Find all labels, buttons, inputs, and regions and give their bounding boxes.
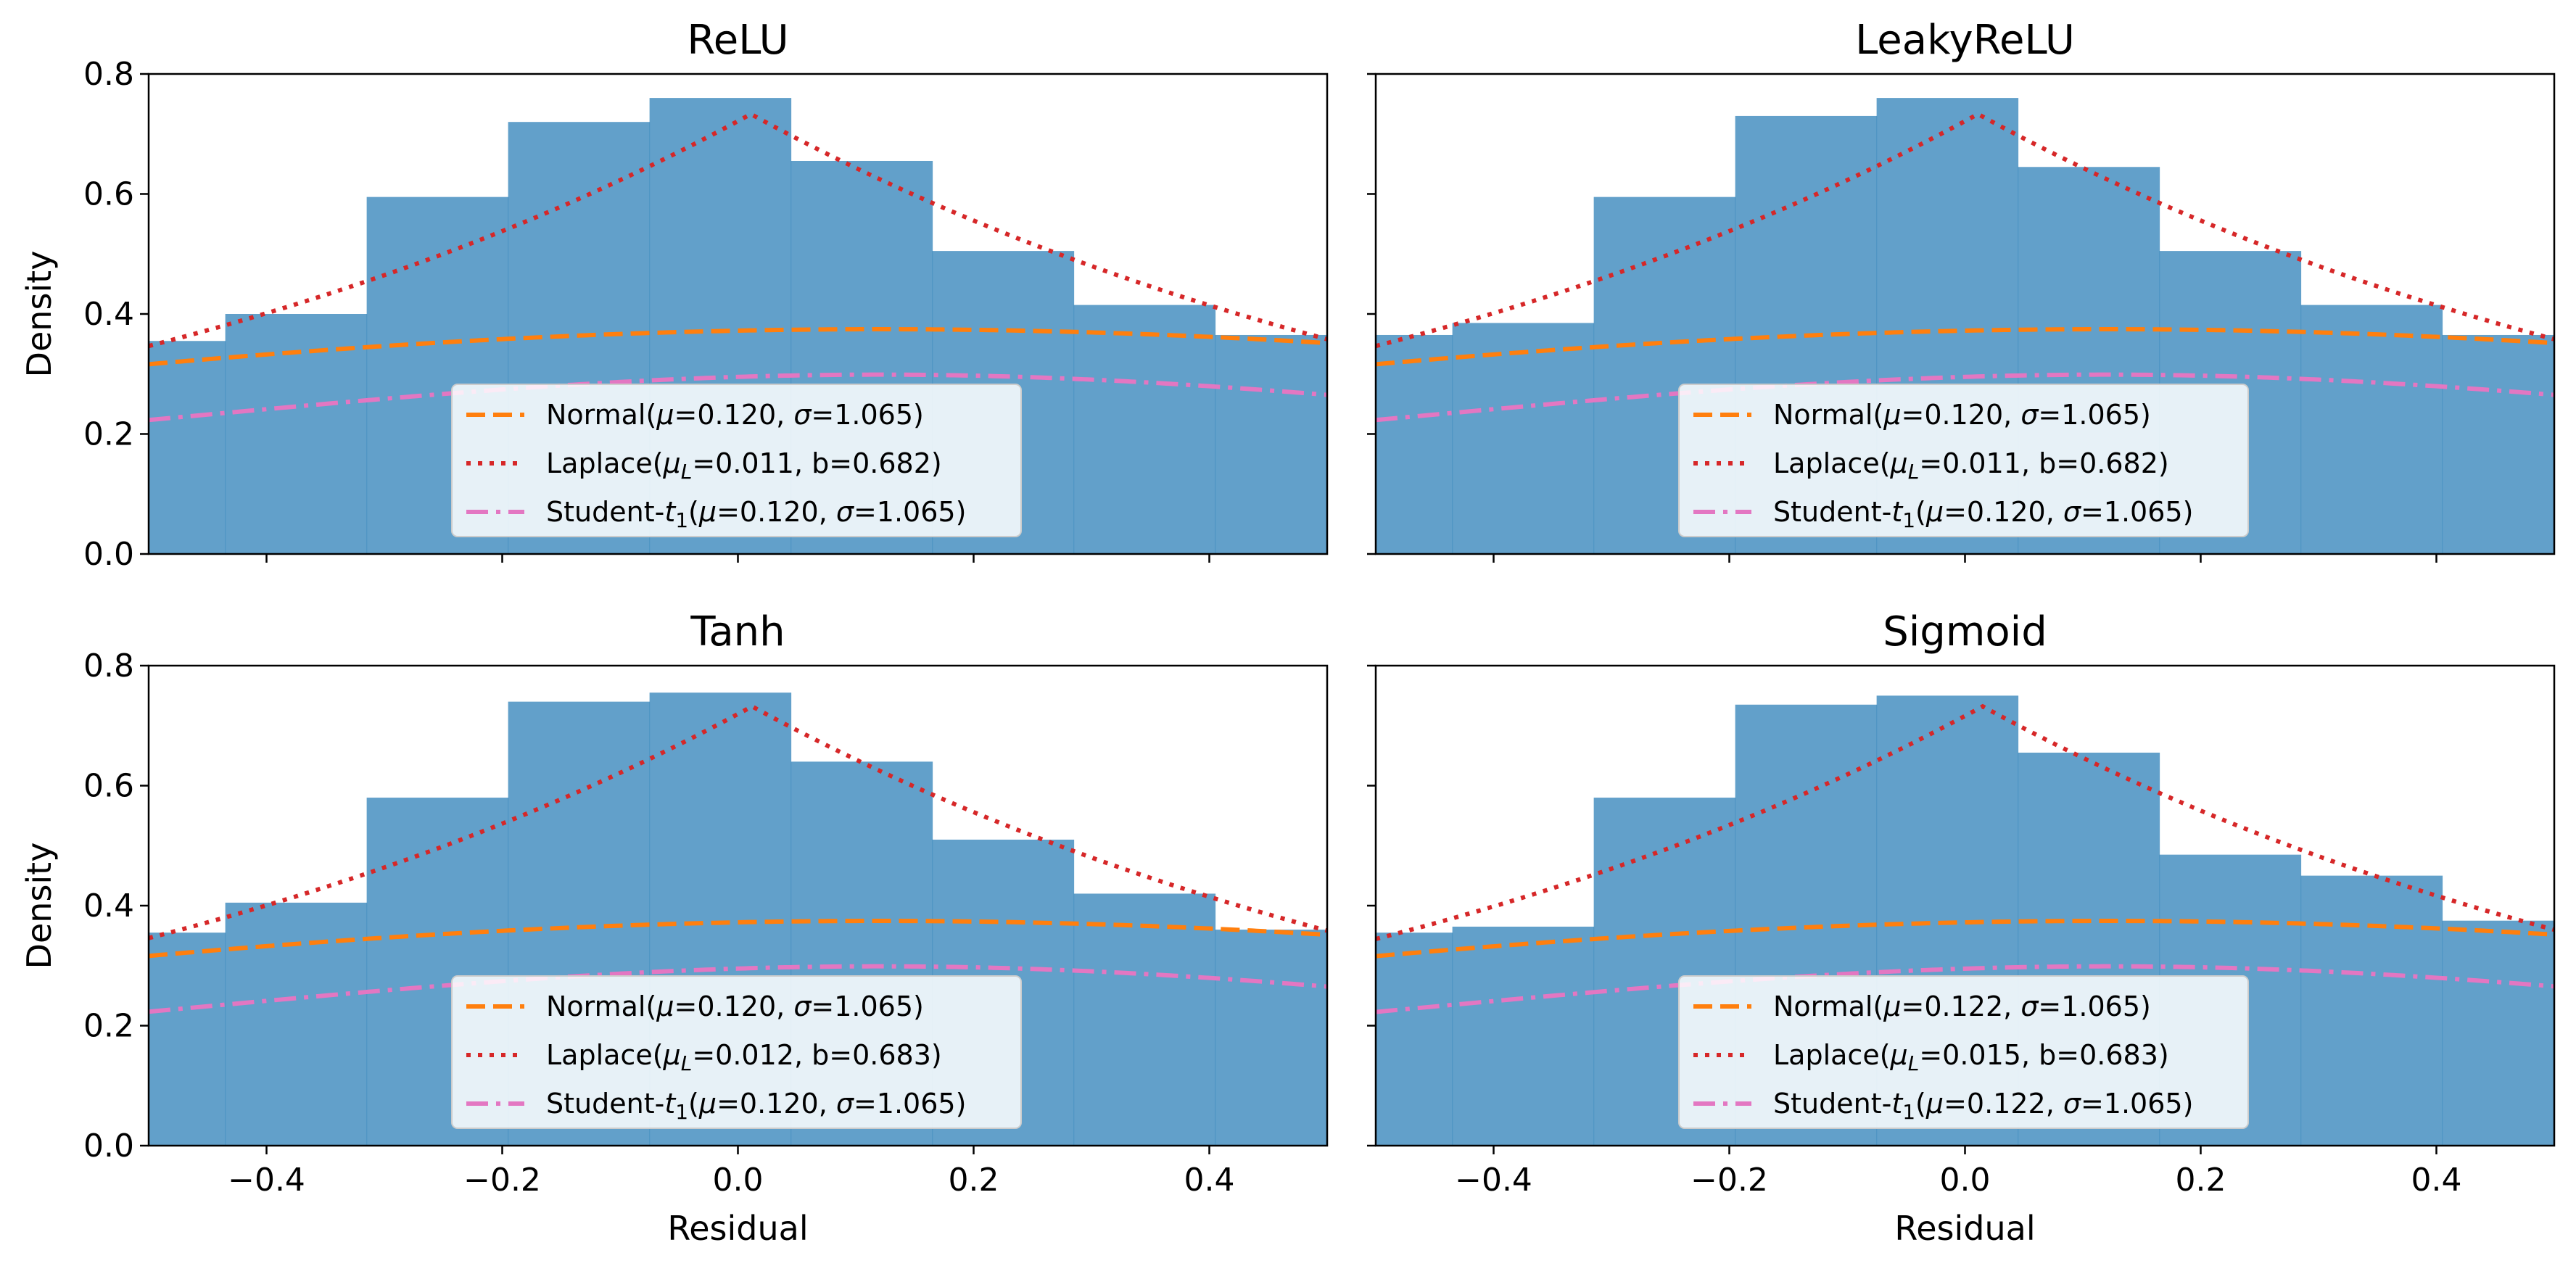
legend-box: [1678, 975, 2249, 1129]
y-tick-label: 0.6: [83, 176, 134, 213]
x-tick-label: 0.2: [949, 1162, 999, 1199]
histogram-bar: [2300, 875, 2443, 1146]
normal-legend-label: Normal(μ=0.122, σ=1.065): [1773, 990, 2151, 1022]
x-tick-label: 0.0: [713, 1162, 764, 1199]
histogram-bar: [1073, 893, 1216, 1146]
y-tick-label: 0.8: [83, 56, 134, 93]
normal-curve: [149, 327, 1327, 367]
histogram-bar: [1452, 926, 1595, 1146]
x-axis-label: Residual: [667, 1209, 808, 1248]
y-tick-label: 0.2: [83, 416, 134, 453]
legend: Normal(μ=0.122, σ=1.065) Laplace(μL=0.015…: [1678, 975, 2249, 1129]
x-tick-label: −0.4: [228, 1162, 305, 1199]
y-axis-label: Density: [20, 843, 59, 969]
student-t1-curve: [149, 964, 1327, 1014]
y-axis-label: Density: [20, 251, 59, 378]
normal-curve: [1376, 919, 2554, 959]
normal-curve: [1376, 327, 2554, 367]
y-tick-label: 0.8: [83, 648, 134, 684]
subplot-title: LeakyReLU: [1855, 17, 2075, 64]
x-tick-label: 0.2: [2176, 1162, 2226, 1199]
x-tick-label: 0.4: [2411, 1162, 2462, 1199]
laplace-legend-label: Laplace(μL=0.012, b=0.683): [546, 1039, 942, 1075]
y-tick-label: 0.4: [83, 296, 134, 333]
histogram-bar: [1452, 323, 1595, 554]
x-tick-label: 0.4: [1184, 1162, 1235, 1199]
laplace-legend-label: Laplace(μL=0.015, b=0.683): [1773, 1039, 2169, 1075]
x-axis-label: Residual: [1894, 1209, 2035, 1248]
subplot-1: LeakyReLU Normal(μ=0.120, σ=1.065) Laplace…: [1367, 17, 2556, 563]
histogram-bar: [2442, 920, 2554, 1146]
histogram-bar: [1073, 305, 1216, 554]
subplot-title: Sigmoid: [1883, 608, 2047, 655]
y-tick-label: 0.4: [83, 888, 134, 925]
histogram-bar: [2442, 334, 2554, 554]
histogram-bar: [1215, 334, 1327, 554]
legend-box: [451, 384, 1022, 537]
subplot-title: ReLU: [687, 17, 788, 64]
histogram-bar: [1376, 932, 1453, 1146]
legend: Normal(μ=0.120, σ=1.065) Laplace(μL=0.012…: [451, 975, 1022, 1129]
subplot-0: 0.0 0.2 0.4 0.6 0.8 ReLU Density Normal(μ=0.120…: [20, 17, 1329, 573]
histogram-bar: [149, 932, 226, 1146]
legend-box: [1678, 384, 2249, 537]
student-t1-curve: [1376, 964, 2554, 1014]
y-tick-label: 0.2: [83, 1008, 134, 1045]
legend: Normal(μ=0.120, σ=1.065) Laplace(μL=0.011…: [1678, 384, 2249, 537]
x-tick-label: −0.4: [1455, 1162, 1532, 1199]
y-tick-label: 0.6: [83, 768, 134, 805]
normal-curve: [149, 919, 1327, 959]
normal-legend-label: Normal(μ=0.120, σ=1.065): [1773, 399, 2151, 431]
student-t1-curve: [149, 372, 1327, 423]
legend: Normal(μ=0.120, σ=1.065) Laplace(μL=0.011…: [451, 384, 1022, 537]
y-tick-label: 0.0: [83, 1128, 134, 1165]
student-t1-legend-label: Student-t1(μ=0.120, σ=1.065): [546, 1088, 966, 1124]
subplot-3: −0.4 −0.2 0.0 0.2 0.4 Sigmoid Residual Normal(μ…: [1367, 608, 2556, 1248]
normal-legend-label: Normal(μ=0.120, σ=1.065): [546, 399, 924, 431]
legend-box: [451, 975, 1022, 1129]
x-tick-label: −0.2: [1690, 1162, 1768, 1199]
subplot-2: 0.0 0.2 0.4 0.6 0.8 −0.4 −0.2 0.0 0.2 0.4 Tanh Dens…: [20, 608, 1329, 1248]
student-t1-curve: [1376, 372, 2554, 423]
histogram-bar: [1215, 930, 1327, 1146]
y-tick-label: 0.0: [83, 536, 134, 573]
laplace-legend-label: Laplace(μL=0.011, b=0.682): [1773, 447, 2169, 484]
subplot-title: Tanh: [690, 608, 785, 655]
student-t1-legend-label: Student-t1(μ=0.122, σ=1.065): [1773, 1088, 2193, 1124]
student-t1-legend-label: Student-t1(μ=0.120, σ=1.065): [1773, 496, 2193, 532]
histogram-bar: [2300, 305, 2443, 554]
x-tick-label: 0.0: [1940, 1162, 1991, 1199]
histogram-bar: [149, 341, 226, 554]
x-tick-label: −0.2: [463, 1162, 541, 1199]
laplace-legend-label: Laplace(μL=0.011, b=0.682): [546, 447, 942, 484]
histogram-bar: [1376, 334, 1453, 554]
student-t1-legend-label: Student-t1(μ=0.120, σ=1.065): [546, 496, 966, 532]
normal-legend-label: Normal(μ=0.120, σ=1.065): [546, 990, 924, 1022]
